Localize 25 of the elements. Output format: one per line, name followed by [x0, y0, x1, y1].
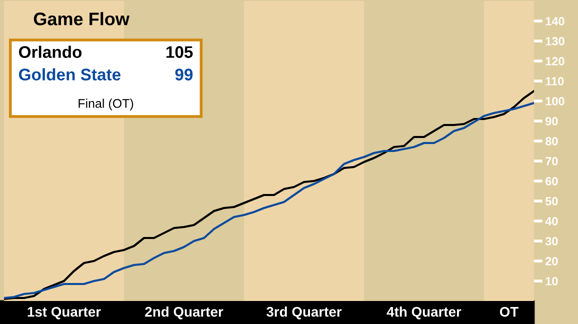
- y-tick-label: 20: [546, 257, 558, 266]
- text: Orlando: [18, 46, 82, 58]
- annotation: 105: [166, 46, 193, 58]
- text: OT: [500, 306, 518, 317]
- y-tick-label: 90: [546, 117, 558, 126]
- y-tick-label: 10: [546, 277, 558, 286]
- annotation: 99: [175, 68, 193, 80]
- y-tick-label: 30: [545, 237, 558, 246]
- y-tick-label: 80: [545, 137, 558, 146]
- chart-title: Game Flow: [34, 12, 130, 26]
- y-tick-label: 40: [545, 217, 558, 226]
- y-tick-label: 100: [546, 97, 564, 106]
- text: Golden State: [18, 68, 121, 80]
- text: 4th Quarter: [386, 306, 462, 320]
- text: 2nd Quarter: [145, 306, 224, 320]
- y-tick-label: 140: [546, 17, 564, 26]
- y-tick-label: 50: [545, 197, 558, 206]
- text: 1st Quarter: [28, 306, 101, 320]
- y-tick-label: 70: [546, 157, 558, 166]
- y-tick-label: 120: [546, 57, 564, 66]
- y-tick-label: 130: [546, 37, 564, 46]
- text: 3rd Quarter: [266, 306, 342, 320]
- annotation: Final (OT): [78, 98, 134, 110]
- y-tick-label: 60: [546, 177, 558, 186]
- y-tick-label: 110: [546, 77, 564, 86]
